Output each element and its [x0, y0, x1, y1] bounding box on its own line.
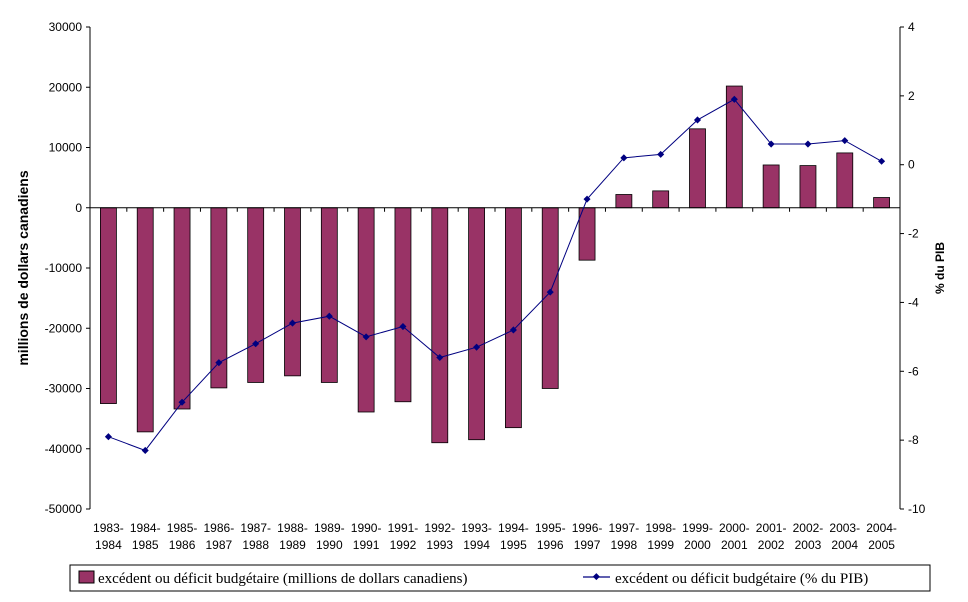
pib-point-2001-2002: [767, 140, 775, 148]
bar-1989-1990: [320, 207, 338, 383]
pib-point-1993-1994: [473, 343, 481, 351]
pib-point-2002-2003: [804, 140, 812, 148]
y2-tick-label: 4: [908, 20, 915, 34]
y2-axis-title: % du PIB: [933, 242, 947, 294]
x-tick-label: 1985-1986: [167, 521, 198, 552]
x-tick-label: 2000-2001: [719, 521, 750, 552]
y-tick-label: 10000: [49, 141, 83, 155]
bar-1994-1995: [505, 207, 522, 429]
bar-1984-1985: [136, 207, 154, 433]
pib-point-1995-1996: [546, 288, 554, 296]
x-tick-label: 1990-1991: [351, 521, 382, 552]
pib-point-1991-1992: [399, 322, 407, 331]
x-tick-label: 2004-2005: [866, 521, 897, 552]
pib-point-1985-1986: [178, 398, 186, 406]
bar-1997-1998: [615, 194, 633, 209]
pib-point-1988-1989: [288, 319, 297, 327]
x-tick-label: 1996-1997: [572, 521, 603, 552]
bar-1985-1986: [173, 207, 191, 410]
pib-point-1987-1988: [252, 340, 260, 348]
pib-point-1997-1998: [620, 154, 628, 162]
y-tick-label: -10000: [45, 261, 83, 275]
pib-point-1996-1997: [583, 195, 591, 203]
x-tick-label: 2003-2004: [829, 521, 860, 552]
bar-2004-2005: [873, 197, 890, 209]
pib-point-1990-1991: [362, 333, 370, 341]
y2-tick-label: -10: [908, 502, 926, 516]
bar-2001-2002: [762, 164, 780, 209]
x-tick-label: 1984-1985: [130, 521, 161, 552]
x-tick-label: 1983-1984: [93, 521, 124, 552]
pib-point-1984-1985: [141, 446, 149, 455]
y-tick-label: -20000: [45, 321, 83, 335]
bar-1993-1994: [468, 207, 485, 441]
pib-point-2003-2004: [841, 137, 849, 145]
pib-point-1983-1984: [104, 433, 112, 441]
x-tick-label: 1987-1988: [240, 521, 271, 552]
y2-tick-label: -8: [908, 433, 919, 447]
x-tick-label: 1995-1996: [535, 521, 566, 552]
x-tick-label: 1999-2000: [682, 521, 713, 552]
x-tick-label: 1988-1989: [277, 521, 308, 552]
y2-tick-label: 0: [908, 158, 915, 172]
legend-line-label: excédent ou déficit budgétaire (% du PIB…: [615, 571, 868, 587]
bar-1990-1991: [357, 207, 375, 413]
legend: excédent ou déficit budgétaire (millions…: [69, 564, 931, 592]
pib-point-2000-2001: [730, 95, 738, 103]
y-tick-label: 0: [75, 201, 82, 215]
x-tick-label: 1997-1998: [609, 521, 640, 552]
bar-1999-2000: [689, 128, 706, 209]
y-tick-label: -40000: [45, 442, 83, 456]
y2-tick-label: -6: [908, 364, 919, 378]
y2-tick-label: -2: [908, 227, 919, 241]
bar-1998-1999: [652, 190, 670, 209]
pib-point-2004-2005: [878, 157, 886, 165]
y2-tick-label: 2: [908, 89, 915, 103]
legend-bar-swatch: [78, 570, 95, 584]
y-axis-title: millions de dollars canadiens: [15, 170, 31, 365]
y-tick-label: -30000: [45, 382, 83, 396]
x-tick-label: 1989-1990: [314, 521, 345, 552]
bar-1988-1989: [284, 207, 301, 377]
pib-line: [108, 98, 882, 452]
x-tick-label: 1998-1999: [645, 521, 676, 552]
bar-2003-2004: [836, 152, 854, 209]
bar-2000-2001: [725, 85, 743, 209]
y2-tick-label: -4: [908, 295, 919, 309]
bar-2002-2003: [799, 165, 817, 209]
x-tick-label: 2001-2002: [756, 521, 787, 552]
y-tick-label: -50000: [45, 502, 83, 516]
x-tick-label: 1992-1993: [424, 521, 455, 552]
x-tick-label: 1994-1995: [498, 521, 529, 552]
bar-1996-1997: [578, 207, 596, 261]
x-tick-label: 1991-1992: [388, 521, 419, 552]
x-tick-label: 1993-1994: [461, 521, 492, 552]
x-tick-label: 2002-2003: [793, 521, 824, 552]
bar-1987-1988: [247, 207, 265, 383]
pib-point-1986-1987: [215, 359, 223, 367]
y-tick-label: 30000: [49, 20, 83, 34]
x-tick-label: 1986-1987: [204, 521, 235, 552]
pib-point-1989-1990: [325, 312, 333, 320]
bar-1991-1992: [394, 207, 412, 403]
bar-1992-1993: [431, 207, 449, 444]
pib-point-1992-1993: [436, 353, 444, 362]
legend-bar-label: excédent ou déficit budgétaire (millions…: [98, 571, 467, 587]
pib-point-1998-1999: [657, 150, 665, 158]
y-tick-label: 20000: [49, 80, 83, 94]
bar-1983-1984: [100, 207, 117, 404]
pib-point-1999-2000: [693, 116, 702, 124]
